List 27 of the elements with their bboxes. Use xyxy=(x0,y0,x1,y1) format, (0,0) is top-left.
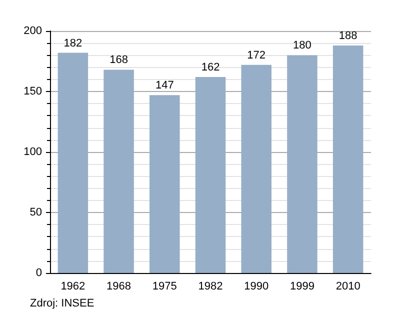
x-tick-label: 1982 xyxy=(198,280,223,292)
data-label: 147 xyxy=(155,80,174,92)
bar xyxy=(241,64,272,273)
x-tick-label: 1962 xyxy=(60,280,86,292)
y-tick-label: 150 xyxy=(24,86,42,98)
x-tick-label: 1975 xyxy=(152,280,177,292)
x-tick-label: 1990 xyxy=(244,280,269,292)
y-tick-label: 0 xyxy=(36,267,42,279)
data-label: 180 xyxy=(293,40,312,52)
y-tick-label: 50 xyxy=(30,206,42,218)
bar xyxy=(104,70,134,273)
data-label: 162 xyxy=(201,61,220,74)
bar xyxy=(195,76,226,273)
y-tick-label: 100 xyxy=(24,146,42,158)
x-tick-label: 1968 xyxy=(106,280,132,292)
data-label: 168 xyxy=(110,54,128,66)
data-label: 188 xyxy=(338,30,358,42)
x-tick-label: 1999 xyxy=(290,280,314,292)
x-tick-label: 2010 xyxy=(336,280,360,292)
bar xyxy=(58,52,88,273)
bar xyxy=(287,55,318,273)
data-label: 172 xyxy=(247,49,266,62)
data-label: 182 xyxy=(64,37,82,50)
y-tick-label: 200 xyxy=(24,25,42,37)
bar xyxy=(332,46,364,273)
text: Zdroj: INSEE xyxy=(30,298,94,310)
bar xyxy=(150,95,180,273)
